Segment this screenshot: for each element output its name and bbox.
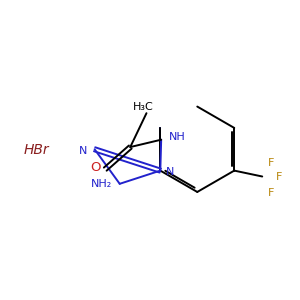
Text: F: F xyxy=(268,188,274,198)
Text: N: N xyxy=(79,146,87,156)
Text: NH: NH xyxy=(169,132,185,142)
Text: HBr: HBr xyxy=(23,143,49,157)
Text: N: N xyxy=(166,167,175,177)
Text: NH₂: NH₂ xyxy=(91,179,112,189)
Text: O: O xyxy=(90,161,101,174)
Text: F: F xyxy=(275,172,282,182)
Text: F: F xyxy=(268,158,274,168)
Text: H₃C: H₃C xyxy=(133,102,154,112)
